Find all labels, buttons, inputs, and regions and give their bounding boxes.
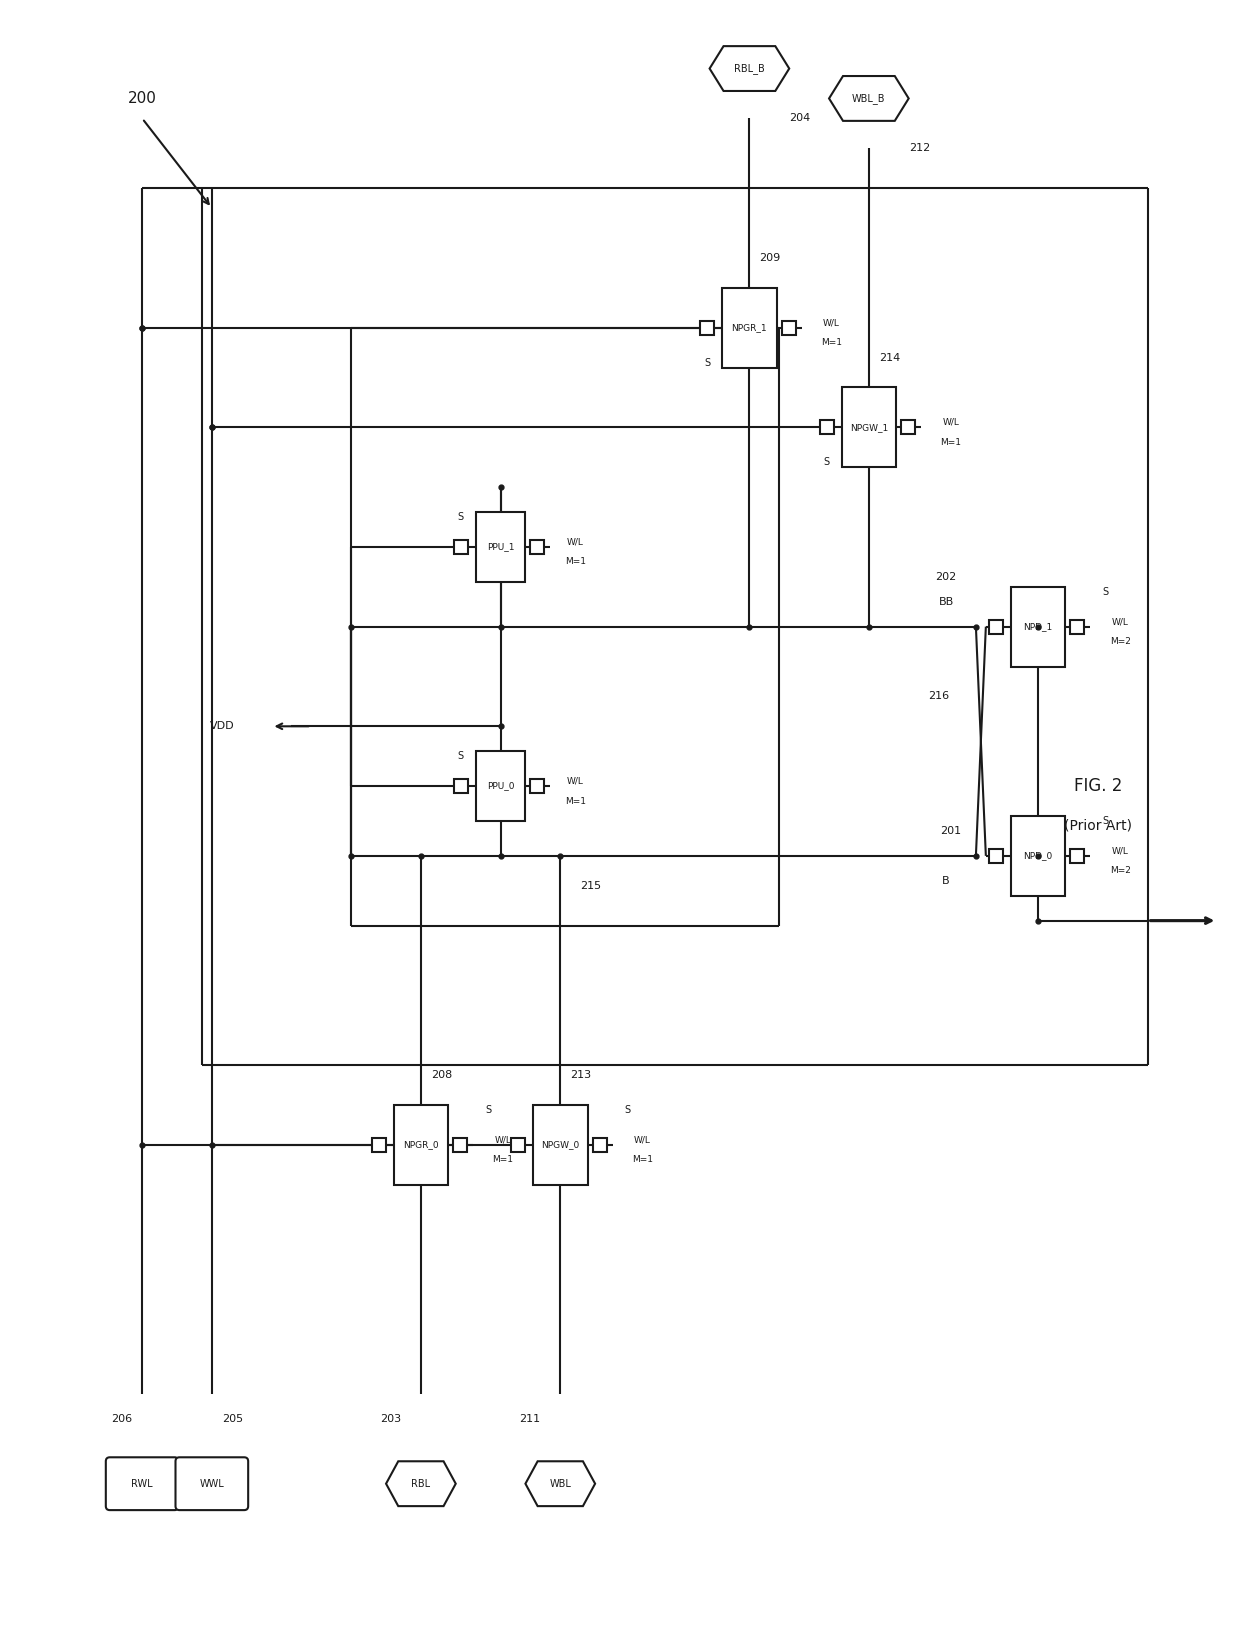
Text: W/L: W/L xyxy=(495,1135,511,1145)
Text: 213: 213 xyxy=(570,1070,591,1080)
FancyBboxPatch shape xyxy=(105,1457,179,1511)
Text: PPU_0: PPU_0 xyxy=(487,782,515,790)
Text: M=1: M=1 xyxy=(492,1156,513,1164)
Text: W/L: W/L xyxy=(823,319,839,327)
Text: 202: 202 xyxy=(935,572,956,582)
Text: S: S xyxy=(458,512,464,522)
Text: NPGR_1: NPGR_1 xyxy=(732,324,768,332)
Text: 203: 203 xyxy=(379,1415,401,1424)
Polygon shape xyxy=(386,1462,456,1506)
Bar xyxy=(1070,849,1085,863)
Bar xyxy=(1070,620,1085,634)
Text: 205: 205 xyxy=(222,1415,243,1424)
Polygon shape xyxy=(526,1462,595,1506)
Text: NPGW_0: NPGW_0 xyxy=(541,1140,579,1150)
Text: NPD_1: NPD_1 xyxy=(1023,623,1053,631)
Text: S: S xyxy=(485,1106,491,1115)
Text: S: S xyxy=(625,1106,630,1115)
Text: RWL: RWL xyxy=(131,1478,153,1489)
Text: NPD_0: NPD_0 xyxy=(1023,852,1053,860)
Text: VDD: VDD xyxy=(210,722,234,732)
Bar xyxy=(901,421,915,434)
Text: B: B xyxy=(942,876,950,886)
Text: W/L: W/L xyxy=(567,538,584,546)
Text: M=1: M=1 xyxy=(564,797,585,805)
Text: 216: 216 xyxy=(928,691,949,701)
Bar xyxy=(454,540,467,554)
Bar xyxy=(531,779,544,793)
Bar xyxy=(701,320,714,335)
Text: M=1: M=1 xyxy=(821,338,842,346)
Bar xyxy=(372,1138,386,1151)
Text: 208: 208 xyxy=(430,1070,453,1080)
Bar xyxy=(531,540,544,554)
Text: M=2: M=2 xyxy=(1110,637,1131,646)
Bar xyxy=(476,751,526,821)
Text: W/L: W/L xyxy=(942,418,960,428)
Text: S: S xyxy=(704,358,711,367)
Bar xyxy=(511,1138,525,1151)
Text: 211: 211 xyxy=(520,1415,541,1424)
FancyBboxPatch shape xyxy=(176,1457,248,1511)
Bar xyxy=(476,512,526,582)
Text: 200: 200 xyxy=(128,91,156,106)
Text: 209: 209 xyxy=(759,254,781,263)
Polygon shape xyxy=(709,46,789,91)
Bar xyxy=(722,288,776,367)
Text: RBL_B: RBL_B xyxy=(734,63,765,75)
Text: S: S xyxy=(1102,816,1109,826)
Text: M=1: M=1 xyxy=(940,437,961,447)
Bar xyxy=(393,1106,449,1185)
Text: W/L: W/L xyxy=(1112,618,1128,626)
Text: NPGW_1: NPGW_1 xyxy=(849,423,888,433)
Text: S: S xyxy=(823,457,830,467)
Bar xyxy=(533,1106,588,1185)
Text: 212: 212 xyxy=(909,143,930,153)
Bar xyxy=(820,421,833,434)
Bar xyxy=(842,387,897,467)
Text: S: S xyxy=(458,751,464,761)
Text: S: S xyxy=(1102,587,1109,597)
Text: FIG. 2: FIG. 2 xyxy=(1074,777,1122,795)
Text: W/L: W/L xyxy=(634,1135,651,1145)
Bar xyxy=(781,320,796,335)
Bar xyxy=(1011,816,1065,896)
Text: 201: 201 xyxy=(940,826,961,836)
Bar xyxy=(1011,587,1065,667)
Text: 214: 214 xyxy=(879,353,900,363)
Text: PPU_1: PPU_1 xyxy=(487,543,515,551)
Bar xyxy=(988,849,1003,863)
Text: NPGR_0: NPGR_0 xyxy=(403,1140,439,1150)
Text: M=2: M=2 xyxy=(1110,867,1131,875)
Text: 215: 215 xyxy=(580,881,601,891)
Text: M=1: M=1 xyxy=(564,558,585,566)
Bar xyxy=(454,1138,467,1151)
Bar xyxy=(454,779,467,793)
Text: M=1: M=1 xyxy=(632,1156,653,1164)
Text: WWL: WWL xyxy=(200,1478,224,1489)
Text: WBL: WBL xyxy=(549,1478,572,1489)
Text: WBL_B: WBL_B xyxy=(852,93,885,104)
Text: W/L: W/L xyxy=(1112,847,1128,855)
Text: W/L: W/L xyxy=(567,777,584,785)
Text: BB: BB xyxy=(939,597,954,606)
Text: (Prior Art): (Prior Art) xyxy=(1064,820,1132,833)
Text: RBL: RBL xyxy=(412,1478,430,1489)
Text: 206: 206 xyxy=(112,1415,133,1424)
Polygon shape xyxy=(830,76,909,120)
Bar xyxy=(988,620,1003,634)
Text: 204: 204 xyxy=(789,114,811,124)
Bar xyxy=(593,1138,606,1151)
